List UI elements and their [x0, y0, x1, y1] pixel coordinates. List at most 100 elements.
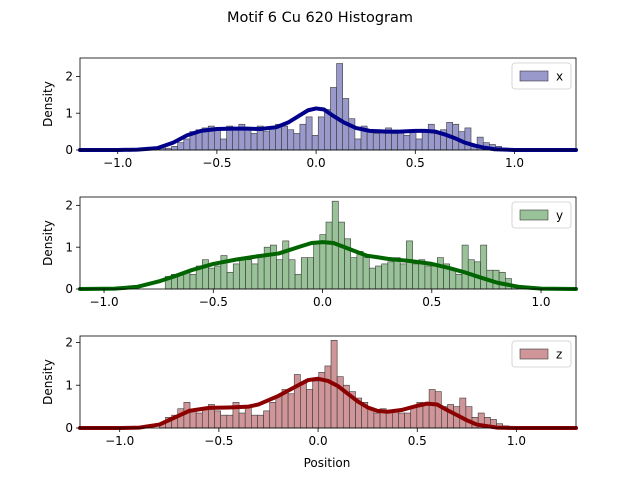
- histogram-bar: [307, 257, 314, 290]
- histogram-bar: [300, 382, 307, 429]
- histogram-bar: [287, 129, 295, 151]
- histogram-bar: [430, 265, 438, 290]
- histogram-bar: [415, 138, 423, 151]
- y-tick-label: 1: [65, 378, 73, 392]
- histogram-bar: [232, 129, 240, 151]
- histogram-bar: [300, 257, 308, 290]
- histogram-bar: [356, 251, 364, 290]
- histogram-bar: [391, 133, 398, 151]
- x-tick-label: −0.5: [204, 434, 233, 448]
- y-tick-label: 2: [65, 199, 73, 213]
- histogram-bar: [171, 146, 178, 151]
- histogram-bar: [244, 127, 252, 151]
- x-tick-label: 0.5: [408, 434, 427, 448]
- histogram-bar: [373, 412, 381, 429]
- histogram-bar: [366, 131, 374, 151]
- legend-label: z: [556, 348, 562, 362]
- histogram-bars: [164, 200, 518, 290]
- histogram-bar: [257, 414, 264, 429]
- histogram-bar: [434, 133, 441, 151]
- axes-frame: [79, 57, 577, 151]
- histogram-bar: [208, 267, 215, 290]
- histogram-bar: [325, 221, 333, 290]
- histogram-bar: [183, 271, 191, 290]
- y-tick-label: 2: [65, 70, 73, 84]
- x-tick-label: −0.5: [202, 156, 231, 170]
- subplot-z: −1.0 −0.5 0.0 0.5 1.0 0 1 2 Density z: [41, 335, 578, 448]
- histogram-bar: [312, 380, 320, 429]
- legend-label: x: [556, 70, 563, 84]
- histogram-bar: [412, 263, 420, 290]
- histogram-bar: [250, 133, 258, 151]
- legend: z: [511, 340, 572, 368]
- histogram-bar: [293, 133, 301, 151]
- histogram-bar: [251, 263, 259, 290]
- y-axis-label: Density: [41, 220, 55, 266]
- x-tick-label: −1.0: [103, 156, 132, 170]
- histogram-bar: [375, 265, 382, 290]
- kde-curve: [78, 376, 578, 430]
- y-tick-label: 1: [65, 106, 73, 120]
- y-axis-label: Density: [41, 81, 55, 127]
- histogram-bar: [239, 259, 246, 290]
- histogram-bar: [275, 395, 283, 429]
- histogram-bar: [189, 410, 197, 429]
- legend-swatch: [519, 209, 549, 221]
- histogram-bar: [317, 116, 325, 151]
- histogram-bar: [269, 127, 276, 151]
- histogram-bar: [324, 365, 332, 429]
- histogram-bar: [245, 259, 253, 290]
- histogram-bar: [397, 131, 405, 151]
- subplots: −1.0 −0.5 0.0 0.5 1.0 0 1 2 Density x −1.0 −0.5 0.0 0…: [41, 57, 578, 448]
- histogram-bar: [372, 133, 380, 151]
- y-tick-label: 2: [65, 336, 73, 350]
- histogram-bar: [367, 408, 375, 429]
- histogram-bar: [464, 127, 472, 151]
- histogram-bar: [299, 123, 307, 151]
- subplot-y: −1.0 −0.5 0.0 0.5 1.0 0 1 2 Density y: [41, 196, 578, 309]
- histogram-bar: [214, 265, 222, 290]
- x-tick-label: −1.0: [89, 295, 118, 309]
- histogram-bar: [350, 257, 358, 290]
- histogram-bar: [226, 414, 234, 429]
- histogram-bar: [288, 259, 296, 290]
- x-axis-label: Position: [304, 456, 351, 470]
- histogram-bar: [336, 63, 343, 151]
- histogram-bar: [387, 261, 395, 290]
- x-tick-label: −1.0: [105, 434, 134, 448]
- x-tick-label: 0.0: [307, 156, 326, 170]
- axes-frame: [79, 335, 577, 429]
- legend-label: y: [556, 209, 563, 223]
- histogram-bar: [276, 259, 284, 290]
- histogram-bar: [244, 406, 252, 429]
- histogram-bar: [287, 393, 295, 429]
- histogram-bar: [313, 242, 321, 290]
- histogram-bar: [392, 410, 399, 429]
- histogram-bar: [214, 410, 221, 429]
- histogram-bar: [403, 134, 411, 151]
- histogram-bar: [183, 402, 191, 429]
- histogram-bar: [428, 389, 436, 429]
- histogram-bar: [251, 414, 258, 429]
- histogram-bar: [393, 257, 401, 290]
- histogram-bar: [195, 412, 203, 429]
- histogram-bar: [270, 244, 277, 290]
- histogram-bar: [398, 412, 405, 429]
- histogram-bar: [421, 131, 429, 151]
- histogram-bar: [257, 255, 265, 290]
- histogram-bar: [226, 271, 234, 290]
- histogram-bars: [159, 63, 508, 151]
- histogram-bar: [465, 406, 473, 429]
- histogram-bar: [410, 406, 418, 429]
- histogram-bar: [232, 263, 240, 290]
- kde-curve: [78, 240, 578, 291]
- histogram-bar: [427, 123, 435, 151]
- x-tick-label: −0.5: [199, 295, 228, 309]
- histogram-bar: [238, 412, 246, 429]
- histogram-bar: [455, 274, 463, 290]
- histogram-bar: [459, 397, 467, 429]
- legend-swatch: [519, 348, 549, 360]
- x-tick-label: 0.5: [406, 156, 425, 170]
- histogram-bar: [422, 404, 430, 429]
